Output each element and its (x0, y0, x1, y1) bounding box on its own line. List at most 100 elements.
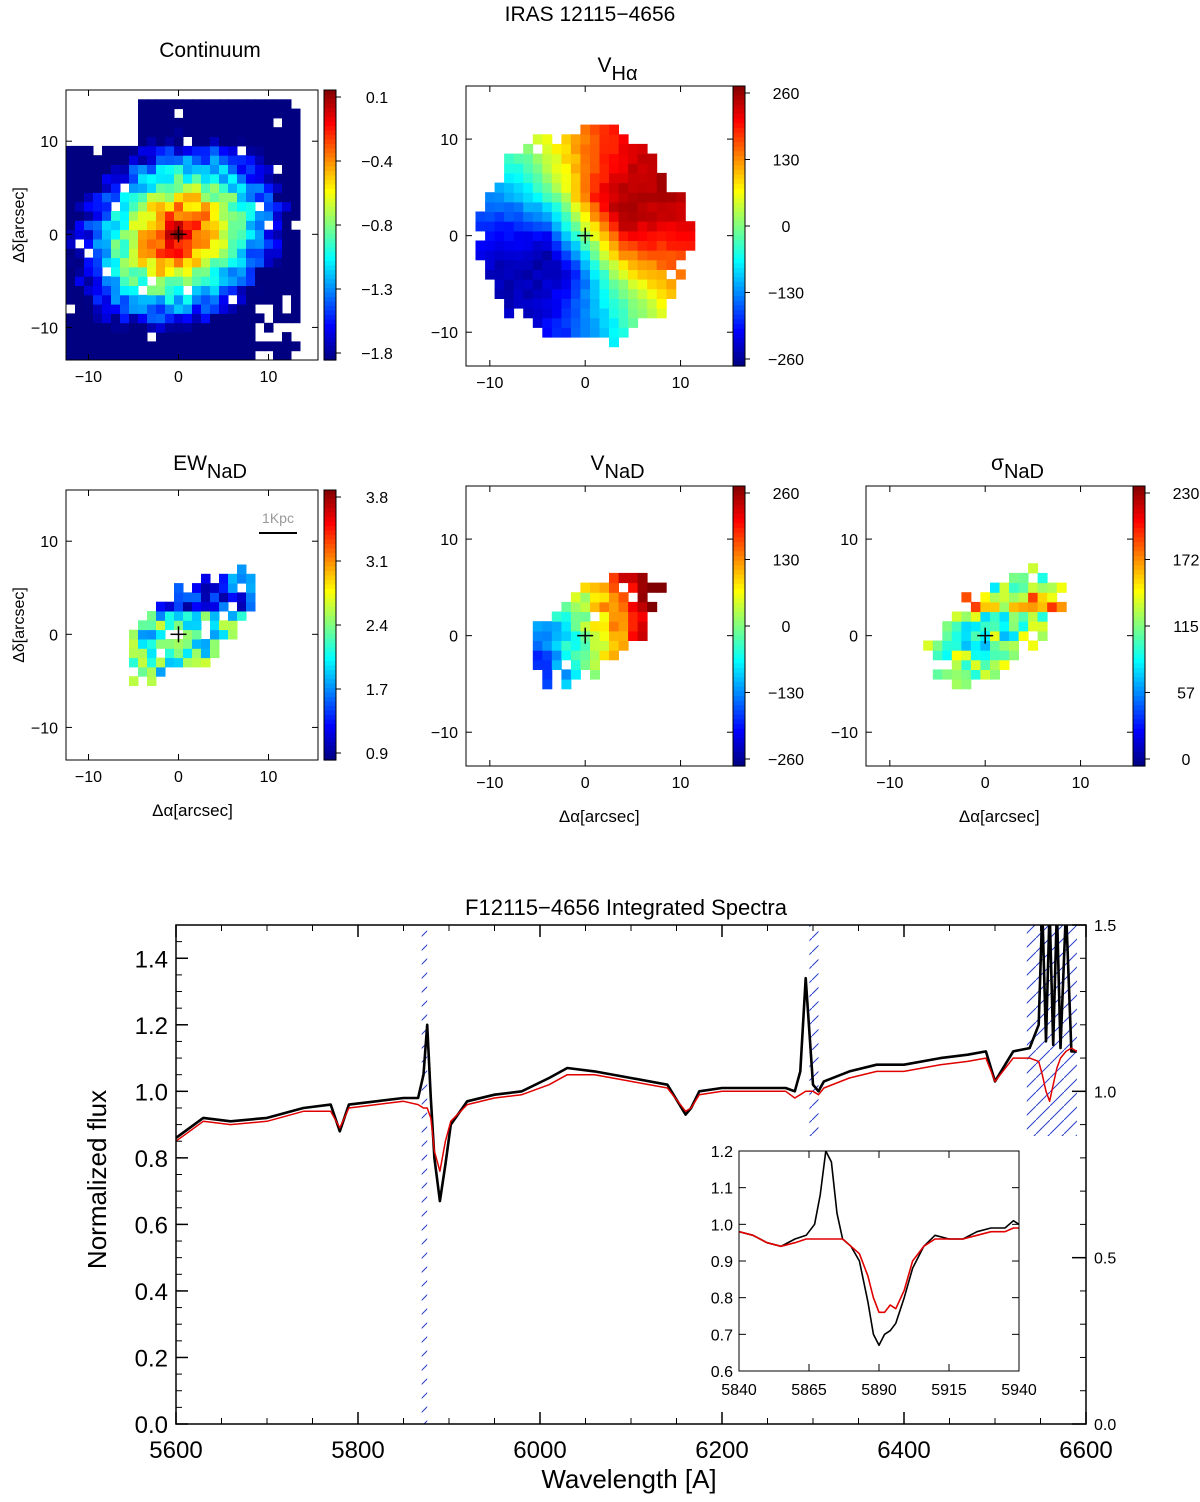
map-pixel (590, 134, 600, 145)
map-pixel (210, 620, 220, 631)
map-pixel (666, 288, 677, 299)
map-pixel (174, 239, 184, 249)
map-pixel (102, 173, 112, 184)
x-tick-label: 5800 (331, 1437, 384, 1464)
map-pixel (609, 337, 619, 348)
map-pixel (590, 659, 600, 670)
map-pixel (93, 164, 103, 175)
colorbar-tick-label: 115 (1173, 619, 1199, 636)
map-pixel (246, 257, 256, 268)
map-pixel (291, 136, 301, 147)
colorbar-segment (733, 612, 745, 618)
map-pixel (264, 201, 274, 212)
colorbar-segment (324, 283, 336, 289)
map-pixel (513, 201, 524, 213)
map-pixel (599, 153, 610, 164)
map-pixel (174, 657, 184, 668)
map-panel-ew_nad: −10 0 10100−10EWNaDΔδ[arcsec]Δα[arcsec]1Kp… (11, 452, 388, 820)
map-pixel (264, 99, 274, 110)
map-pixel (590, 250, 600, 261)
map-pixel (246, 99, 256, 110)
map-pixel (609, 143, 619, 155)
map-pixel (228, 611, 238, 621)
map-pixel (210, 211, 220, 221)
map-pixel (951, 650, 962, 661)
colorbar-segment (324, 665, 336, 671)
colorbar-segment (733, 495, 745, 501)
map-pixel (628, 259, 639, 270)
map-pixel (183, 611, 193, 621)
colorbar-segment (324, 688, 336, 694)
map-pixel (273, 220, 283, 231)
x-tick-label: 6200 (695, 1437, 748, 1464)
map-pixel (138, 211, 148, 221)
map-pixel (609, 327, 619, 338)
map-pixel (666, 211, 677, 222)
map-pixel (532, 317, 543, 328)
map-pixel (570, 308, 581, 319)
y-tick-label: 10 (40, 534, 58, 551)
map-pixel (255, 192, 265, 203)
map-pixel (147, 192, 157, 203)
colorbar-tick-label: −260 (768, 752, 804, 769)
map-pixel (609, 192, 619, 203)
map-pixel (156, 192, 166, 203)
colorbar-segment (1133, 593, 1145, 599)
map-pixel (942, 630, 953, 641)
map-pixel (273, 313, 283, 324)
colorbar-segment (324, 494, 336, 500)
map-pixel (273, 304, 283, 314)
map-pixel (561, 279, 572, 290)
map-pixel (999, 640, 1010, 651)
colorbar-segment (733, 240, 745, 246)
map-pixel (192, 266, 202, 277)
map-pixel (228, 127, 238, 137)
map-pixel (647, 279, 658, 290)
map-pixel (93, 304, 103, 314)
map-pixel (273, 294, 283, 305)
map-pixel (156, 239, 166, 249)
map-pixel (570, 211, 581, 222)
colorbar-tick-label: −0.8 (361, 218, 393, 235)
map-pixel (282, 332, 292, 342)
map-pixel (637, 143, 648, 155)
colorbar-segment (1133, 626, 1145, 632)
map-pixel (192, 117, 202, 128)
x-tick-label: 6400 (877, 1437, 930, 1464)
map-pixel (183, 350, 193, 361)
map-pixel (961, 611, 972, 622)
map-pixel (219, 229, 229, 240)
map-pixel (84, 145, 94, 156)
map-pixel (228, 173, 238, 184)
map-pixel (102, 183, 112, 193)
map-pixel (219, 257, 229, 268)
colorbar-segment (733, 347, 745, 353)
map-pixel (228, 99, 238, 110)
colorbar-segment (324, 315, 336, 321)
map-pixel (237, 173, 247, 184)
map-pixel (147, 183, 157, 193)
map-pixel (561, 611, 572, 622)
map-pixel (84, 229, 94, 240)
map-pixel (561, 327, 572, 338)
map-pixel (618, 269, 629, 280)
map-pixel (551, 163, 562, 174)
map-pixel (75, 201, 85, 212)
colorbar-segment (733, 137, 745, 143)
map-pixel (156, 313, 166, 324)
map-pixel (990, 630, 1000, 641)
colorbar-segment (733, 490, 745, 496)
map-pixel (291, 266, 301, 277)
map-pixel (590, 192, 600, 203)
map-pixel (138, 220, 148, 231)
map-pixel (165, 136, 175, 147)
map-pixel (504, 153, 515, 164)
map-pixel (120, 220, 130, 231)
map-pixel (990, 601, 1000, 613)
map-pixel (628, 630, 639, 641)
map-pixel (1018, 601, 1029, 613)
map-pixel (580, 327, 591, 338)
map-pixel (192, 155, 202, 165)
